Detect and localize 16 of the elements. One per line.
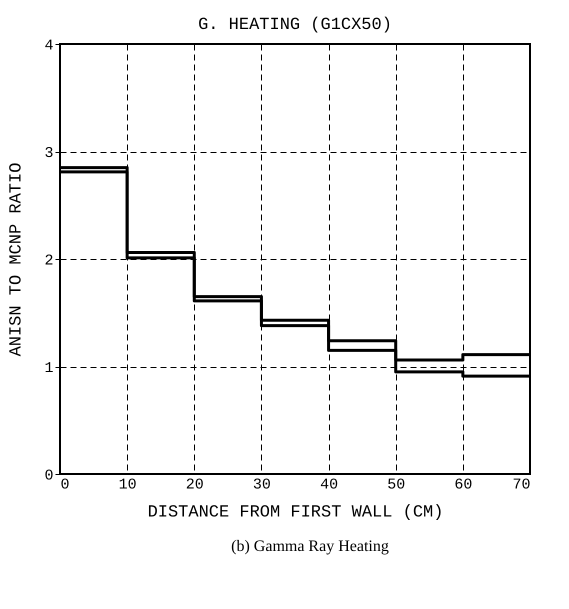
chart-title: G. HEATING (G1CX50) (198, 16, 392, 35)
x-tick-label: 40 (320, 476, 338, 494)
y-tick-label: 1 (44, 360, 54, 377)
text: (b) Gamma Ray Heating (230, 538, 390, 556)
x-axis-title: DISTANCE FROM FIRST WALL (CM) (148, 504, 444, 522)
x-tick-label: 30 (252, 476, 271, 494)
x-tick-label: 50 (387, 476, 406, 494)
y-tick-label: 2 (44, 252, 54, 270)
x-tick-label: 60 (454, 476, 472, 494)
x-tick-label: 0 (60, 476, 70, 494)
x-tick-label: 70 (512, 476, 530, 494)
x-tick-label: 10 (118, 476, 137, 494)
y-tick-label: 3 (44, 145, 54, 162)
x-tick-label: 20 (186, 476, 204, 494)
y-axis-title: ANISN TO MCNP RATIO (8, 162, 26, 356)
y-tick-label: 4 (44, 38, 54, 54)
